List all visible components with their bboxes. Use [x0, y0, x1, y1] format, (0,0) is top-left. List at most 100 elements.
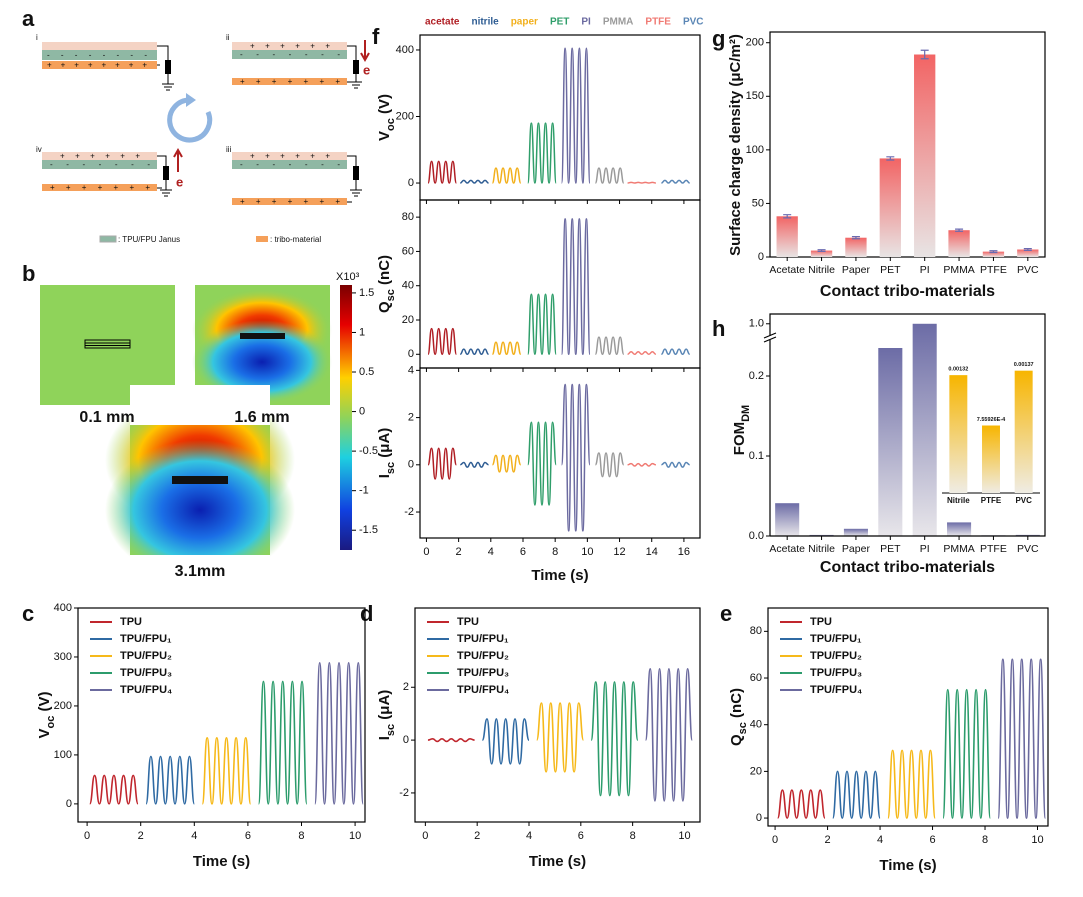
y-tick-label: 150 [746, 90, 764, 102]
error-bar [989, 250, 998, 254]
y-tick-label: 0 [408, 348, 414, 360]
schematic: i - - - - - - - - + + + + + + + + ii + +… [36, 33, 370, 244]
legend-label: TPU/FPU₃ [810, 667, 862, 679]
bar [914, 54, 936, 257]
x-tick-label: 10 [349, 830, 361, 842]
simulation-maps: 0.1 mm 1.6 mm 3.1mm X10³ [40, 271, 360, 595]
label-part: oc [45, 716, 57, 729]
legend-label: PVC [683, 17, 704, 28]
line-series [314, 662, 364, 805]
plot-frame [769, 313, 1046, 537]
x-tick-label: 6 [245, 830, 251, 842]
x-tick-label: 14 [646, 546, 658, 558]
layer [232, 50, 347, 59]
x-axis-label: Time (s) [879, 857, 936, 874]
legend-swatch [256, 236, 268, 242]
colorbar-tick-label: -1 [359, 485, 369, 497]
line-series [481, 718, 530, 765]
charges: - - - - - - - - [47, 51, 147, 60]
label-part: sc [385, 462, 397, 474]
layer [42, 184, 157, 191]
legend-label: TPU [810, 616, 832, 628]
x-tick-label: 2 [474, 830, 480, 842]
x-tick-label: 8 [630, 830, 636, 842]
sample [84, 339, 131, 349]
label-part: (V) [376, 94, 393, 118]
mask [130, 385, 270, 425]
layer [232, 78, 347, 85]
bar [843, 528, 868, 536]
x-tick-label: 16 [678, 546, 690, 558]
layer [42, 61, 157, 69]
bar [1017, 249, 1039, 257]
x-axis-label: Time (s) [193, 853, 250, 870]
line-series [145, 755, 196, 805]
resistor [165, 60, 171, 74]
x-tick-label: PMMA [943, 543, 975, 555]
x-tick-label: PMMA [943, 264, 975, 276]
x-tick-label: 2 [138, 830, 144, 842]
wire [347, 45, 362, 89]
error-bar [920, 49, 929, 60]
inset-value-label: 0.00132 [948, 367, 968, 373]
x-tick-label: 10 [678, 830, 690, 842]
cycle-icon [186, 93, 196, 107]
x-tick-label: PET [880, 264, 901, 276]
layer [232, 42, 347, 50]
x-tick-label: 6 [929, 834, 935, 846]
line-series [644, 667, 694, 802]
charges: - - - - - - - [50, 160, 150, 169]
inset-tick-label: Nitrile [947, 496, 970, 505]
colorbar-tick-label: 0 [359, 405, 365, 417]
colorbar-label: X10³ [336, 271, 360, 283]
charges: - - - - - - - [240, 160, 340, 169]
error-bar [851, 236, 860, 240]
legend-label: PTFE [645, 17, 671, 28]
electron-label: e [363, 62, 370, 77]
map-label: 0.1 mm [79, 409, 134, 426]
x-tick-label: Paper [842, 264, 871, 276]
y-tick-label: 2 [403, 681, 409, 693]
electron-arrow [173, 147, 183, 172]
state-label: i [36, 33, 38, 42]
line-series [427, 327, 458, 356]
y-tick-label: 20 [402, 314, 414, 326]
electron-arrow [360, 40, 370, 63]
line-series [832, 770, 881, 819]
label-part: V [376, 131, 393, 141]
wire [347, 155, 362, 203]
legend-label: TPU/FPU₄ [120, 684, 172, 696]
line-series [942, 688, 992, 819]
y-tick-label: 0.1 [749, 450, 764, 462]
line-series [460, 179, 489, 184]
y-tick-label: 200 [746, 37, 764, 49]
legend-label: paper [511, 17, 538, 28]
charges: + + + + + + + + [47, 61, 147, 70]
error-bar [1023, 248, 1032, 251]
label-part: DM [740, 405, 752, 422]
y-tick-label: 300 [54, 651, 72, 663]
line-series [491, 167, 522, 184]
label-part: (μA) [376, 690, 393, 724]
bar [982, 251, 1005, 257]
bar [845, 237, 867, 257]
label-part: (μA) [376, 428, 393, 462]
x-tick-label: PTFE [980, 543, 1007, 555]
label-part: (nC) [728, 688, 745, 722]
y-axis-label: FOMDM [731, 405, 752, 455]
y-tick-label: 0 [758, 251, 764, 263]
bar [810, 250, 833, 257]
x-tick-label: 8 [552, 546, 558, 558]
line-series [535, 702, 585, 773]
x-axis-label: Time (s) [531, 567, 588, 584]
inset-tick-label: PVC [1015, 496, 1032, 505]
sample [172, 476, 228, 484]
line-series [590, 681, 639, 797]
line-series [560, 47, 591, 184]
mask [130, 555, 270, 595]
error-bar [817, 249, 826, 253]
x-tick-label: 0 [84, 830, 90, 842]
y-tick-label: 50 [752, 197, 764, 209]
x-tick-label: 4 [191, 830, 197, 842]
line-series [661, 179, 690, 184]
